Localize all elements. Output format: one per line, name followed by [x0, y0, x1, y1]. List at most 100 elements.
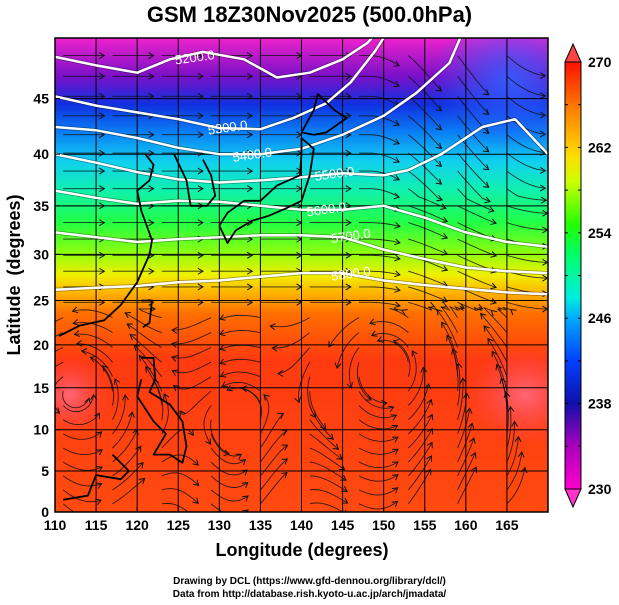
streamline-arrow	[80, 348, 88, 355]
streamline-arrow	[148, 267, 155, 275]
streamline-arrow	[540, 196, 548, 204]
streamline-arrow	[218, 329, 226, 337]
streamline	[358, 461, 399, 469]
streamline	[359, 270, 400, 276]
streamline-arrow	[539, 111, 547, 119]
streamline-arrow	[99, 131, 106, 139]
colorbar-extend-min	[564, 488, 582, 509]
streamline-arrow	[84, 397, 92, 405]
streamline-arrow	[393, 174, 400, 181]
streamline-arrow	[99, 167, 106, 175]
streamline	[129, 334, 163, 363]
streamline-arrow	[435, 178, 443, 185]
streamline-arrow	[411, 350, 418, 357]
streamline	[457, 205, 497, 224]
streamline-arrow	[179, 410, 186, 417]
streamline	[260, 458, 288, 491]
streamline-arrow	[345, 219, 352, 227]
streamline-arrow	[341, 497, 349, 504]
streamline	[62, 391, 90, 409]
streamline-arrow	[235, 453, 243, 460]
streamline	[506, 270, 548, 279]
y-tick-label: 0	[41, 504, 49, 520]
streamline	[210, 503, 249, 512]
colorbar: 270 262 254 246 238 230	[564, 42, 612, 509]
streamline	[457, 170, 491, 203]
streamline-arrow	[435, 85, 443, 92]
streamline	[506, 188, 547, 201]
streamline-arrow	[503, 391, 511, 398]
streamline-arrow	[394, 286, 401, 293]
streamline	[359, 75, 400, 87]
streamline-arrow	[427, 413, 434, 421]
x-tick-label: 125	[167, 517, 191, 533]
streamline-arrow	[483, 325, 490, 332]
streamline-arrow	[129, 333, 136, 341]
streamline-arrow	[376, 336, 384, 343]
streamline-arrow	[392, 461, 399, 468]
streamline-arrow	[218, 314, 226, 321]
colorbar-tick-label: 246	[588, 310, 612, 326]
y-tick-label: 20	[33, 337, 49, 353]
streamline	[62, 489, 102, 503]
streamline	[440, 305, 458, 333]
streamline-arrow	[219, 358, 226, 365]
streamline	[407, 469, 431, 505]
streamline-arrow	[148, 219, 155, 227]
streamline-arrow	[269, 323, 276, 331]
streamline	[161, 488, 199, 504]
colorbar-tick-label: 254	[588, 225, 612, 241]
streamline-arrow	[148, 52, 155, 60]
streamline	[76, 343, 113, 363]
streamline	[226, 387, 261, 406]
streamline-arrow	[539, 72, 547, 80]
streamline-arrow	[126, 323, 134, 330]
streamline	[260, 413, 284, 449]
streamline-arrow	[122, 394, 129, 401]
streamline-arrow	[239, 459, 247, 466]
coastline	[218, 137, 315, 244]
streamline	[446, 335, 459, 377]
streamline-arrow	[387, 405, 395, 412]
streamline-arrow	[192, 515, 198, 521]
streamline-arrow	[482, 89, 490, 96]
streamline	[161, 393, 169, 435]
streamline	[55, 347, 64, 353]
streamline-arrow	[490, 218, 498, 226]
streamline-arrow	[341, 486, 348, 492]
y-tick-label: 40	[33, 146, 49, 162]
streamline	[506, 421, 515, 463]
streamline	[371, 332, 409, 348]
x-tick-label: 140	[290, 517, 314, 533]
streamline	[359, 95, 400, 107]
streamline-arrow	[197, 185, 204, 193]
streamline-arrow	[495, 363, 502, 371]
streamline-arrow	[441, 233, 449, 240]
streamline-arrow	[394, 254, 401, 262]
streamline-arrow	[435, 105, 443, 112]
streamline	[112, 478, 145, 505]
streamline-arrow	[309, 411, 316, 419]
streamline-arrow	[507, 405, 515, 413]
streamline	[359, 238, 400, 244]
streamline-arrow	[223, 449, 231, 457]
streamline-arrow	[163, 393, 170, 400]
colorbar-tick-label: 230	[588, 481, 612, 497]
streamline	[210, 447, 246, 465]
streamline-arrow	[242, 495, 249, 502]
streamline-arrow	[197, 283, 204, 291]
streamline-arrow	[241, 481, 249, 489]
streamline	[408, 75, 442, 111]
streamline	[506, 170, 546, 189]
streamline	[356, 362, 372, 401]
streamline-arrow	[246, 72, 254, 80]
streamline-arrow	[392, 436, 399, 443]
streamline-arrow	[345, 251, 352, 259]
streamline-arrow	[490, 251, 498, 258]
streamline-arrow	[246, 267, 254, 275]
streamline-arrow	[171, 369, 179, 376]
streamline-arrow	[476, 303, 484, 311]
streamline-arrow	[246, 52, 254, 60]
y-tick-label: 30	[33, 246, 49, 262]
contour-label: 5200.0	[174, 47, 215, 67]
